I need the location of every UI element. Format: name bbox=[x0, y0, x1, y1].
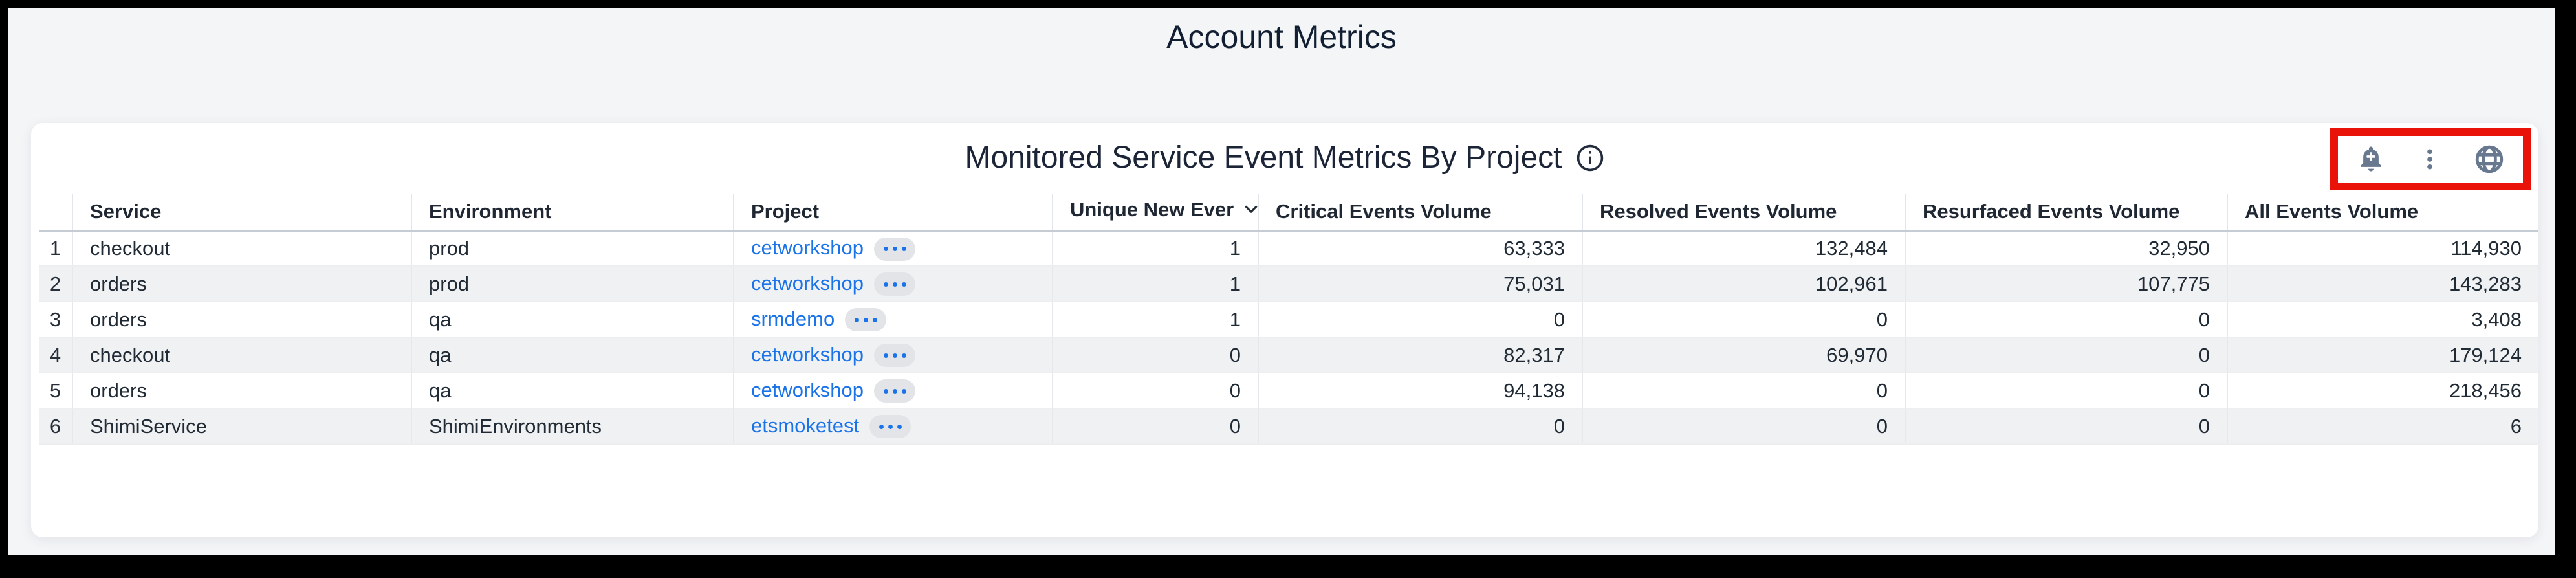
cell-unique-new-ever: 1 bbox=[1052, 302, 1258, 338]
kebab-menu-icon[interactable] bbox=[2417, 144, 2443, 174]
project-link[interactable]: cetworkshop bbox=[751, 236, 864, 259]
column-header-unique-new-ever[interactable]: Unique New Ever bbox=[1052, 194, 1258, 232]
table-row: 1 checkout prod cetworkshop 1 63,333 132… bbox=[39, 230, 2538, 267]
table-row: 2 orders prod cetworkshop 1 75,031 102,9… bbox=[39, 266, 2538, 302]
cell-service: orders bbox=[72, 373, 411, 409]
column-header-resolved-events-volume[interactable]: Resolved Events Volume bbox=[1582, 194, 1905, 232]
ellipsis-icon[interactable] bbox=[874, 379, 916, 403]
cell-resolved-events-volume: 0 bbox=[1582, 373, 1905, 409]
cell-resurfaced-events-volume: 0 bbox=[1905, 373, 2227, 409]
project-link[interactable]: etsmoketest bbox=[751, 414, 860, 437]
cell-all-events-volume: 143,283 bbox=[2227, 266, 2538, 302]
cell-all-events-volume: 6 bbox=[2227, 408, 2538, 445]
cell-project: etsmoketest bbox=[733, 408, 1053, 445]
project-link[interactable]: cetworkshop bbox=[751, 271, 864, 295]
ellipsis-icon[interactable] bbox=[874, 344, 916, 368]
panel-monitored-service-event-metrics: Monitored Service Event Metrics By Proje… bbox=[31, 123, 2538, 537]
cell-resurfaced-events-volume: 0 bbox=[1905, 337, 2227, 373]
panel-header: Monitored Service Event Metrics By Proje… bbox=[31, 140, 2538, 175]
dashboard-screen: Account Metrics Monitored Service Event … bbox=[8, 8, 2555, 555]
cell-resolved-events-volume: 0 bbox=[1582, 302, 1905, 338]
table-row: 4 checkout qa cetworkshop 0 82,317 69,97… bbox=[39, 337, 2538, 373]
column-header-environment[interactable]: Environment bbox=[411, 194, 734, 232]
column-header-all-events-volume[interactable]: All Events Volume bbox=[2227, 194, 2538, 232]
cell-project: cetworkshop bbox=[733, 337, 1053, 373]
cell-resolved-events-volume: 102,961 bbox=[1582, 266, 1905, 302]
project-link[interactable]: cetworkshop bbox=[751, 378, 864, 401]
project-link[interactable]: cetworkshop bbox=[751, 342, 864, 366]
cell-all-events-volume: 3,408 bbox=[2227, 302, 2538, 338]
row-index: 1 bbox=[39, 230, 72, 267]
project-link[interactable]: srmdemo bbox=[751, 307, 835, 330]
column-header-service[interactable]: Service bbox=[72, 194, 411, 232]
row-index: 6 bbox=[39, 408, 72, 445]
cell-project: cetworkshop bbox=[733, 373, 1053, 409]
cell-unique-new-ever: 0 bbox=[1052, 337, 1258, 373]
cell-critical-events-volume: 0 bbox=[1258, 408, 1582, 445]
cell-environment: qa bbox=[411, 302, 734, 338]
cell-environment: ShimiEnvironments bbox=[411, 408, 734, 445]
cell-environment: qa bbox=[411, 337, 734, 373]
cell-resolved-events-volume: 69,970 bbox=[1582, 337, 1905, 373]
cell-critical-events-volume: 94,138 bbox=[1258, 373, 1582, 409]
cell-resurfaced-events-volume: 0 bbox=[1905, 408, 2227, 445]
row-index-header bbox=[39, 194, 72, 232]
table-row: 5 orders qa cetworkshop 0 94,138 0 0 218… bbox=[39, 373, 2538, 409]
cell-project: cetworkshop bbox=[733, 230, 1053, 267]
table-header-row: Service Environment Project Unique New E… bbox=[39, 194, 2538, 232]
cell-all-events-volume: 218,456 bbox=[2227, 373, 2538, 409]
ellipsis-icon[interactable] bbox=[845, 308, 887, 332]
cell-environment: qa bbox=[411, 373, 734, 409]
row-index: 5 bbox=[39, 373, 72, 409]
table-row: 6 ShimiService ShimiEnvironments etsmoke… bbox=[39, 408, 2538, 445]
cell-service: ShimiService bbox=[72, 408, 411, 445]
cell-resurfaced-events-volume: 32,950 bbox=[1905, 230, 2227, 267]
cell-environment: prod bbox=[411, 230, 734, 267]
cell-critical-events-volume: 0 bbox=[1258, 302, 1582, 338]
cell-resurfaced-events-volume: 0 bbox=[1905, 302, 2227, 338]
cell-resurfaced-events-volume: 107,775 bbox=[1905, 266, 2227, 302]
column-header-resurfaced-events-volume[interactable]: Resurfaced Events Volume bbox=[1905, 194, 2227, 232]
ellipsis-icon[interactable] bbox=[874, 237, 916, 261]
chevron-down-icon[interactable] bbox=[1240, 202, 1258, 225]
cell-resolved-events-volume: 132,484 bbox=[1582, 230, 1905, 267]
table-row: 3 orders qa srmdemo 1 0 0 0 3,408 bbox=[39, 302, 2538, 338]
column-header-critical-events-volume[interactable]: Critical Events Volume bbox=[1258, 194, 1582, 232]
row-index: 3 bbox=[39, 302, 72, 338]
cell-critical-events-volume: 63,333 bbox=[1258, 230, 1582, 267]
panel-toolbar-highlight-box bbox=[2330, 128, 2531, 190]
cell-service: checkout bbox=[72, 230, 411, 267]
panel-title: Monitored Service Event Metrics By Proje… bbox=[965, 140, 1562, 175]
cell-service: orders bbox=[72, 302, 411, 338]
cell-all-events-volume: 179,124 bbox=[2227, 337, 2538, 373]
info-icon[interactable] bbox=[1575, 143, 1605, 173]
cell-resolved-events-volume: 0 bbox=[1582, 408, 1905, 445]
column-header-project[interactable]: Project bbox=[733, 194, 1053, 232]
row-index: 4 bbox=[39, 337, 72, 373]
metrics-table: Service Environment Project Unique New E… bbox=[39, 194, 2538, 445]
add-alert-icon[interactable] bbox=[2356, 144, 2386, 174]
cell-unique-new-ever: 0 bbox=[1052, 373, 1258, 409]
cell-unique-new-ever: 1 bbox=[1052, 230, 1258, 267]
cell-service: orders bbox=[72, 266, 411, 302]
cell-unique-new-ever: 1 bbox=[1052, 266, 1258, 302]
cell-environment: prod bbox=[411, 266, 734, 302]
cell-critical-events-volume: 82,317 bbox=[1258, 337, 1582, 373]
cell-service: checkout bbox=[72, 337, 411, 373]
cell-all-events-volume: 114,930 bbox=[2227, 230, 2538, 267]
globe-icon[interactable] bbox=[2474, 144, 2505, 175]
ellipsis-icon[interactable] bbox=[874, 272, 916, 296]
cell-project: srmdemo bbox=[733, 302, 1053, 338]
row-index: 2 bbox=[39, 266, 72, 302]
ellipsis-icon[interactable] bbox=[869, 415, 911, 439]
cell-unique-new-ever: 0 bbox=[1052, 408, 1258, 445]
page-title: Account Metrics bbox=[1166, 19, 1397, 55]
cell-critical-events-volume: 75,031 bbox=[1258, 266, 1582, 302]
cell-project: cetworkshop bbox=[733, 266, 1053, 302]
